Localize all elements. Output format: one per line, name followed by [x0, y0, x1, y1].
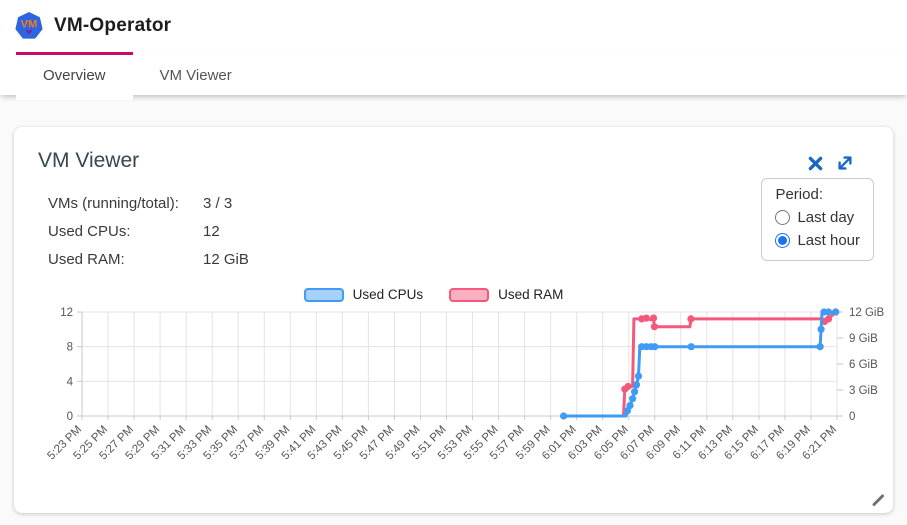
svg-text:12 GiB: 12 GiB — [849, 307, 884, 319]
period-radio-last-day[interactable] — [775, 210, 791, 225]
used-ram-series — [562, 308, 840, 418]
used-cpus-series — [560, 308, 840, 420]
x-axis-labels: 5:23 PM5:25 PM5:27 PM5:29 PM5:31 PM5:33 … — [45, 424, 839, 463]
resize-handle-icon[interactable] — [870, 492, 886, 508]
legend-swatch-used-ram — [449, 287, 490, 302]
vm-operator-logo-icon: VM — [14, 11, 44, 41]
chart-grid — [77, 311, 843, 420]
usage-chart: 0 4 8 12 0 3 GiB 6 GiB 9 GiB 12 GiB 5:23 PM 5:25 P… — [40, 304, 884, 493]
tab-bar: Overview VM Viewer — [0, 52, 907, 100]
right-axis-labels: 0 3 GiB 6 GiB 9 GiB 12 GiB — [837, 307, 884, 423]
stat-label: VMs (running/total): — [48, 194, 179, 212]
vm-viewer-card: VM Viewer VMs (running/total): 3 / 3 Used … — [14, 127, 893, 513]
logo-vm-text: VM — [21, 19, 38, 31]
stat-row-vms-running-total: VMs (running/total): 3 / 3 — [48, 189, 869, 217]
stat-value: 3 / 3 — [203, 194, 233, 212]
stat-row-used-cpus: Used CPUs: 12 — [48, 217, 869, 245]
svg-text:0: 0 — [67, 411, 73, 423]
svg-text:8: 8 — [67, 342, 73, 354]
period-option-label: Last hour — [797, 232, 860, 249]
svg-text:0: 0 — [849, 411, 855, 423]
logo-heptagon — [15, 12, 43, 39]
legend-swatch-used-cpus — [303, 287, 344, 302]
content-area: VM Viewer VMs (running/total): 3 / 3 Used … — [0, 95, 907, 513]
tab-vm-viewer[interactable]: VM Viewer — [132, 52, 259, 95]
stat-value: 12 GiB — [203, 250, 249, 268]
card-title: VM Viewer — [38, 149, 140, 172]
close-icon[interactable] — [805, 153, 825, 173]
period-option-last-day[interactable]: Last day — [775, 209, 860, 226]
stat-value: 12 — [203, 222, 220, 240]
period-selector: Period: Last day Last hour — [761, 178, 874, 261]
stat-row-used-ram: Used RAM: 12 GiB — [48, 245, 869, 273]
left-axis-labels: 0 4 8 12 — [60, 307, 73, 423]
period-option-label: Last day — [797, 209, 855, 226]
chart-svg: 0 4 8 12 0 3 GiB 6 GiB 9 GiB 12 GiB 5:23 PM5:25 P… — [45, 307, 884, 463]
app-title: VM-Operator — [54, 15, 172, 36]
stat-label: Used RAM: — [48, 250, 125, 268]
svg-text:3 GiB: 3 GiB — [849, 385, 878, 397]
card-actions — [805, 141, 869, 173]
expand-icon[interactable] — [835, 153, 855, 173]
chart-legend: Used CPUs Used RAM — [38, 287, 829, 302]
period-radio-last-hour[interactable] — [775, 233, 791, 248]
logo-arrow — [25, 29, 33, 35]
stat-label: Used CPUs: — [48, 222, 131, 240]
period-option-last-hour[interactable]: Last hour — [775, 232, 860, 249]
legend-item-used-ram: Used RAM — [449, 287, 563, 302]
svg-text:12: 12 — [60, 307, 73, 319]
legend-item-used-cpus: Used CPUs — [303, 287, 424, 302]
card-header: VM Viewer — [38, 141, 869, 173]
svg-text:9 GiB: 9 GiB — [849, 333, 878, 345]
svg-text:4: 4 — [67, 376, 74, 388]
tab-overview[interactable]: Overview — [16, 52, 133, 100]
vm-stats: VMs (running/total): 3 / 3 Used CPUs: 12 Use… — [48, 189, 869, 273]
legend-label: Used RAM — [498, 287, 564, 302]
period-label: Period: — [775, 186, 823, 203]
app-header: VM VM-Operator — [0, 0, 907, 52]
legend-label: Used CPUs — [352, 287, 424, 302]
svg-text:6 GiB: 6 GiB — [849, 359, 878, 371]
